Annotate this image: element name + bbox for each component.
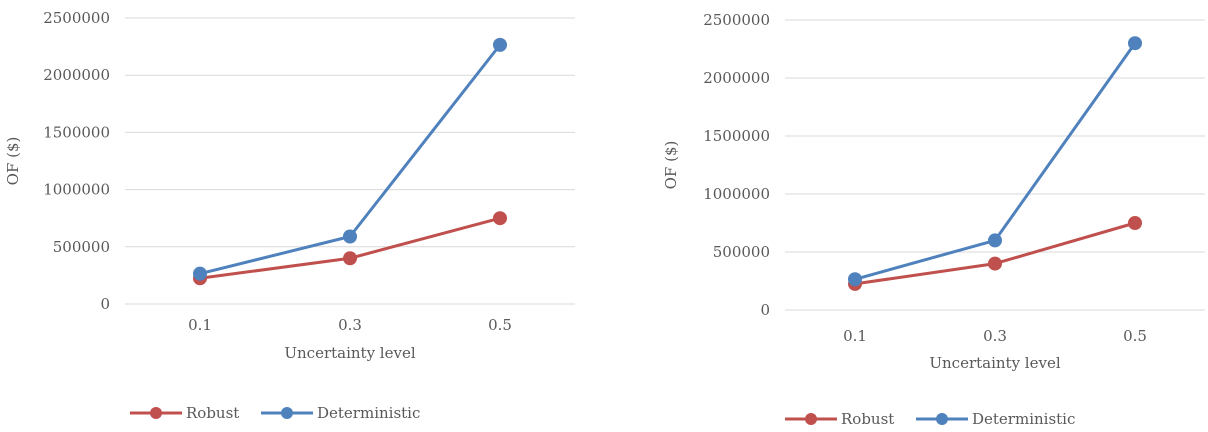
data-point-deterministic [343,229,357,244]
y-tick-label: 500000 [53,238,110,256]
x-axis-title: Uncertainty level [284,344,415,362]
x-tick-label: 0.3 [983,327,1007,345]
y-tick-label: 1000000 [43,181,110,199]
chart-left: 0 500000 1000000 1500000 2000000 2500000 0.1 0.… [4,9,575,422]
legend-label: Deterministic [317,404,420,422]
series-line-robust [854,221,1136,286]
legend-item-deterministic: Deterministic [916,410,1075,428]
legend-label: Robust [841,410,894,428]
y-tick-label: 1500000 [43,123,110,141]
y-axis-title: OF ($) [662,141,680,190]
legend-label: Robust [186,404,239,422]
data-point-deterministic [848,272,862,287]
chart-right: 0 500000 1000000 1500000 2000000 2500000 0.1 0.… [662,11,1205,428]
y-tick-label: 1500000 [703,127,770,145]
y-tick-label: 1000000 [703,185,770,203]
y-tick-label: 0 [760,301,770,319]
data-point-deterministic [1128,36,1142,51]
data-point-robust [493,211,507,226]
data-point-robust [343,251,357,266]
legend-item-deterministic: Deterministic [261,404,420,422]
x-tick-label: 0.1 [188,316,212,334]
data-point-deterministic [988,233,1002,248]
legend-marker [936,413,948,425]
y-tick-label: 2500000 [43,9,110,27]
legend-item-robust: Robust [130,404,239,422]
legend-marker [150,407,162,419]
data-point-deterministic [193,266,207,281]
x-axis-title: Uncertainty level [929,354,1060,372]
x-tick-label: 0.5 [488,316,512,334]
legend-label: Deterministic [972,410,1075,428]
data-point-robust [988,256,1002,271]
y-tick-label: 2000000 [43,66,110,84]
data-point-deterministic [493,37,507,52]
y-tick-label: 500000 [713,243,770,261]
x-tick-label: 0.5 [1123,327,1147,345]
y-tick-label: 2500000 [703,11,770,29]
data-point-robust [1128,216,1142,230]
legend-marker [805,413,817,425]
legend-item-robust: Robust [785,410,894,428]
y-tick-label: 0 [100,295,110,313]
x-tick-label: 0.3 [338,316,362,334]
y-tick-label: 2000000 [703,69,770,87]
x-tick-label: 0.1 [843,327,867,345]
series-line-robust [199,216,501,280]
legend-marker [281,407,293,419]
y-axis-title: OF ($) [4,137,22,186]
